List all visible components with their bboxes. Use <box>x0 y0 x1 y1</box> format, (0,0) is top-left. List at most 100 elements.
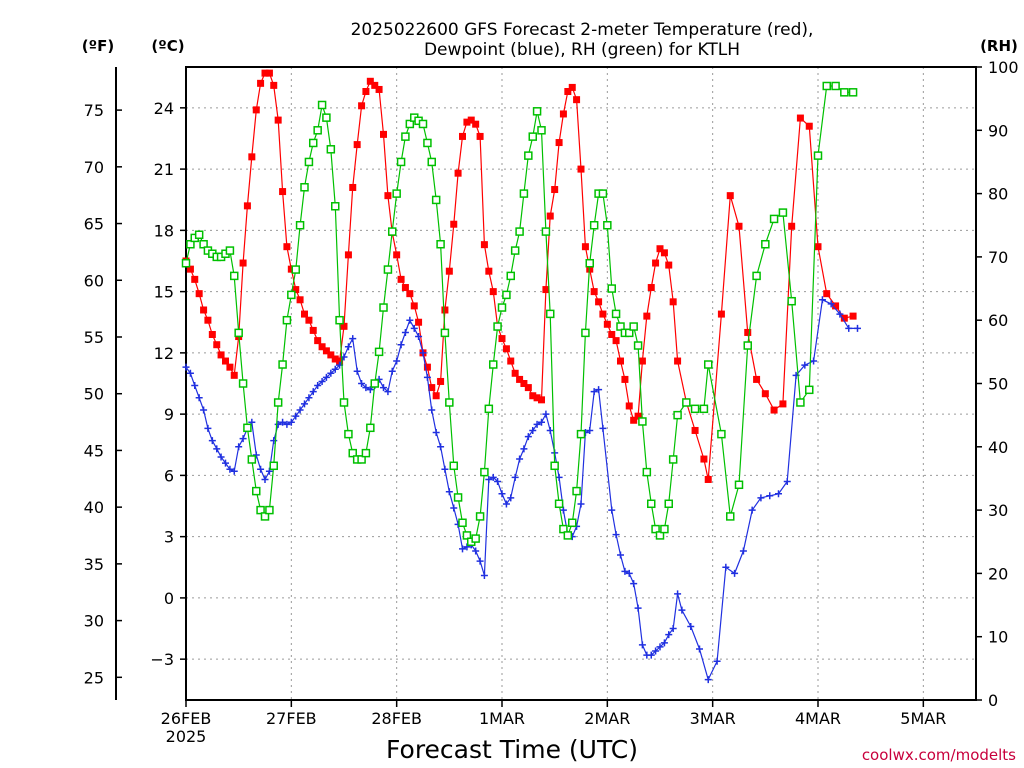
dewpoint-point <box>239 435 247 443</box>
dewpoint-point <box>450 504 458 512</box>
dewpoint-point <box>854 324 861 332</box>
temperature-point <box>327 351 335 359</box>
rh-point <box>291 265 301 274</box>
dewpoint-point <box>226 465 234 473</box>
dewpoint-point <box>432 429 440 437</box>
dewpoint-point <box>766 492 774 500</box>
temperature-point <box>665 261 673 269</box>
dewpoint-point <box>630 580 638 588</box>
temperature-point <box>581 243 589 251</box>
rh-point <box>252 486 261 496</box>
temperature-point <box>380 130 387 138</box>
dewpoint-point <box>261 475 269 483</box>
dewpoint-point <box>617 551 624 559</box>
dewpoint-point <box>502 500 510 508</box>
dewpoint-point <box>538 418 545 426</box>
temperature-point <box>498 335 506 343</box>
temperature-point <box>603 320 611 328</box>
rh-tick-label: 30 <box>988 501 1008 520</box>
dewpoint-point <box>524 433 532 441</box>
rh-point <box>458 518 467 528</box>
rh-point <box>822 81 831 91</box>
dewpoint-point <box>331 365 339 373</box>
rh-point <box>436 239 445 249</box>
rh-point <box>624 328 634 338</box>
dewpoint-point <box>410 324 418 332</box>
rh-point <box>260 512 270 521</box>
temperature-point <box>717 310 725 318</box>
temperature-point <box>630 416 638 424</box>
dewpoint-point <box>739 547 747 555</box>
temperature-point <box>309 326 317 334</box>
temperature-point <box>634 412 642 420</box>
rh-point <box>607 284 617 293</box>
x-tick-label: 5MAR <box>900 709 946 728</box>
rh-tick-label: 20 <box>988 564 1008 583</box>
rh-point <box>699 404 709 414</box>
rh-point <box>603 221 612 230</box>
fahrenheit-tick-label: 35 <box>84 555 104 574</box>
rh-tick-label: 80 <box>988 185 1008 204</box>
rh-point <box>225 246 235 255</box>
rh-point <box>611 309 621 319</box>
rh-tick-label: 70 <box>988 248 1008 267</box>
rh-point <box>664 499 673 509</box>
dewpoint-point <box>678 606 686 614</box>
celsius-tick-label: 15 <box>154 283 174 302</box>
temperature-point <box>656 245 664 253</box>
temperature-point <box>239 259 247 267</box>
rh-point <box>550 461 559 471</box>
rh-point <box>304 157 314 167</box>
rh-point <box>361 448 371 458</box>
x-tick-label: 2MAR <box>584 709 630 728</box>
temperature-point <box>243 202 251 210</box>
rh-point <box>581 328 590 338</box>
dewpoint-point <box>507 494 515 502</box>
rh-point <box>326 145 336 154</box>
fahrenheit-tick-label: 75 <box>84 101 104 120</box>
x-tick-label: 26FEB <box>161 709 212 728</box>
rh-point <box>194 230 204 239</box>
fahrenheit-unit-label: (ºF) <box>82 37 114 55</box>
rh-tick-label: 90 <box>988 121 1008 140</box>
axes: −3 0 3 6 9 12 15 18 21 24 25 30 35 40 45 50 55 60 65 70 75 0 1… <box>84 58 1019 746</box>
dewpoint-point <box>652 647 660 655</box>
temperature-point <box>401 284 409 292</box>
temperature-point <box>700 455 708 463</box>
rh-point <box>848 88 858 97</box>
rh-point <box>199 239 208 249</box>
dewpoint-point <box>441 465 449 473</box>
dewpoint-point <box>485 475 493 483</box>
temperature-point <box>353 141 361 149</box>
dewpoint-point <box>713 657 721 665</box>
rh-point <box>335 315 344 325</box>
chart-title-line-1: 2025022600 GFS Forecast 2-meter Temperat… <box>351 20 814 40</box>
temperature-point <box>489 288 497 296</box>
rh-point <box>493 322 502 331</box>
rh-point <box>229 271 239 281</box>
rh-point <box>769 214 779 224</box>
rh-point <box>243 423 252 433</box>
dewpoint-point <box>590 388 598 396</box>
dewpoint-point <box>252 451 260 459</box>
temperature-point <box>296 296 304 304</box>
dewpoint-point <box>836 310 844 318</box>
rh-point <box>348 448 357 458</box>
series-layer <box>181 69 861 684</box>
rh-point <box>524 151 533 160</box>
temperature-point <box>454 169 462 177</box>
dewpoint-point <box>687 622 695 630</box>
rh-point <box>787 296 796 306</box>
dewpoint-point <box>577 500 585 508</box>
rh-tick-label: 40 <box>988 438 1008 457</box>
rh-point <box>506 271 515 281</box>
temperature-point <box>204 316 212 324</box>
temperature-point <box>265 69 273 77</box>
temperature-point <box>805 122 813 130</box>
temperature-point <box>779 400 787 408</box>
temperature-point <box>625 402 633 410</box>
temperature-point <box>480 241 488 249</box>
rh-point <box>445 398 454 407</box>
dewpoint-point <box>314 382 322 390</box>
x-tick-label: 4MAR <box>795 709 841 728</box>
